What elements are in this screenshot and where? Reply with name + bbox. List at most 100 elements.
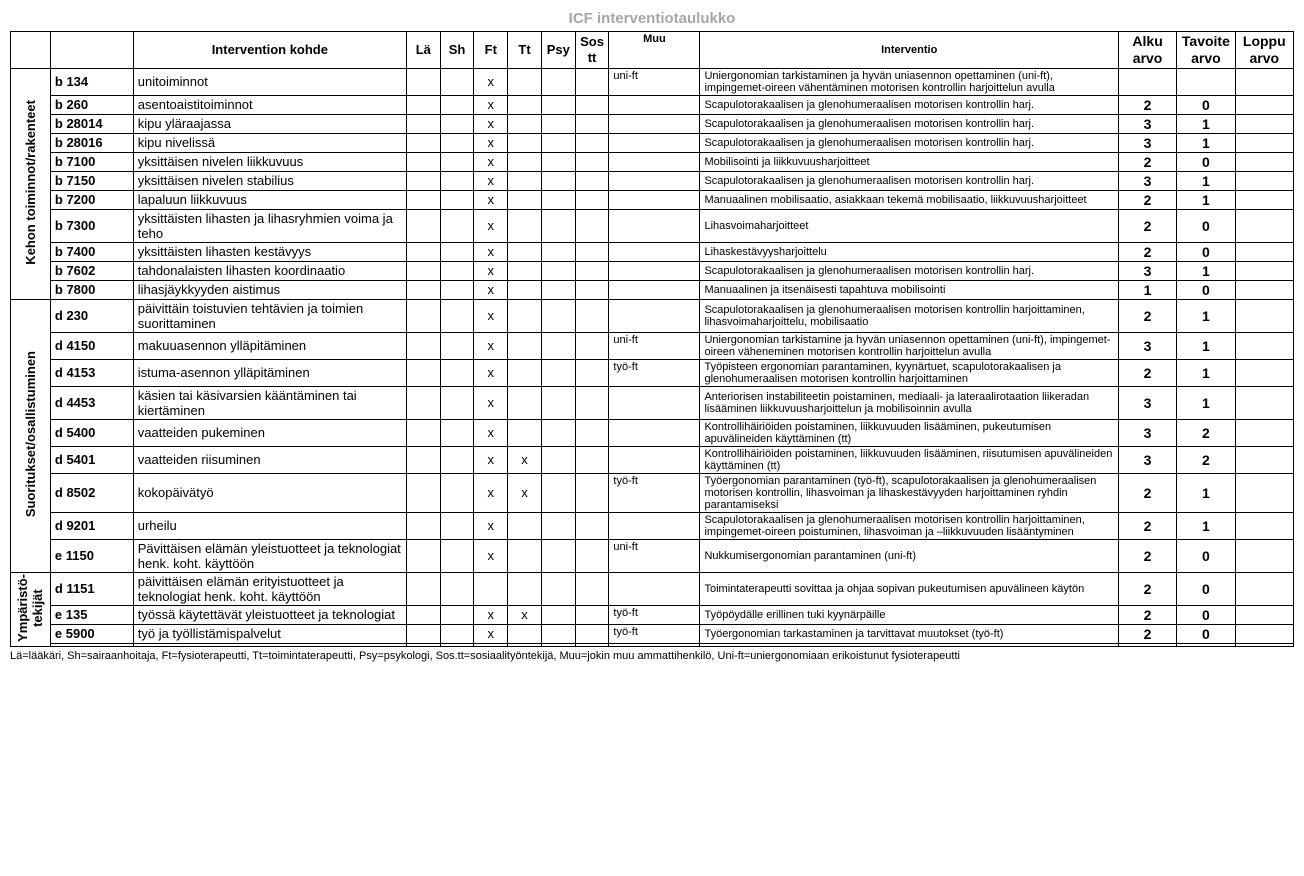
cell-psy [541, 190, 575, 209]
section-label: Ympäristö- tekijät [11, 572, 51, 646]
cell-tt [508, 419, 542, 446]
cell-psy [541, 332, 575, 359]
cell-tavoite: 0 [1177, 624, 1235, 643]
cell-sostt [575, 242, 609, 261]
cell-sh [440, 152, 474, 171]
cell-tavoite: 1 [1177, 114, 1235, 133]
cell-psy [541, 572, 575, 605]
cell-muu [609, 512, 700, 539]
cell-muu [609, 419, 700, 446]
cell-target: yksittäisen nivelen liikkuvuus [133, 152, 406, 171]
cell-tavoite: 1 [1177, 386, 1235, 419]
cell-muu: uni-ft [609, 68, 700, 95]
cell-muu: työ-ft [609, 359, 700, 386]
cell-muu [609, 133, 700, 152]
cell-sostt [575, 171, 609, 190]
cell-sostt [575, 605, 609, 624]
cell-target: työssä käytettävät yleistuotteet ja tekn… [133, 605, 406, 624]
table-row: Suoritukset/osallistuminend 230päivittäi… [11, 299, 1294, 332]
cell-alku: 3 [1118, 419, 1176, 446]
cell-muu [609, 386, 700, 419]
cell-target: yksittäisten lihasten kestävyys [133, 242, 406, 261]
cell-muu [609, 190, 700, 209]
table-row: d 4150makuuasennon ylläpitäminenxuni-ftU… [11, 332, 1294, 359]
cell-interventio: Nukkumisergonomian parantaminen (uni-ft) [700, 539, 1118, 572]
cell-muu [609, 280, 700, 299]
cell-psy [541, 512, 575, 539]
cell-tt [508, 152, 542, 171]
cell-psy [541, 209, 575, 242]
table-row: b 7800lihasjäykkyyden aistimusxManuaalin… [11, 280, 1294, 299]
cell-target: vaatteiden pukeminen [133, 419, 406, 446]
cell-loppu [1235, 624, 1293, 643]
footnote: Lä=lääkäri, Sh=sairaanhoitaja, Ft=fysiot… [10, 650, 1294, 662]
cell-alku: 2 [1118, 539, 1176, 572]
cell-interventio: Työergonomian tarkastaminen ja tarvittav… [700, 624, 1118, 643]
cell-tt [508, 572, 542, 605]
cell-la [406, 643, 440, 646]
cell-muu [609, 95, 700, 114]
cell-loppu [1235, 133, 1293, 152]
table-row: d 5400vaatteiden pukeminenxKontrollihäir… [11, 419, 1294, 446]
hdr-ft: Ft [474, 32, 508, 69]
cell-target: työ ja työllistämispalvelut [133, 624, 406, 643]
cell-loppu [1235, 332, 1293, 359]
cell-target: yksittäisen nivelen stabilius [133, 171, 406, 190]
cell-sostt [575, 261, 609, 280]
cell-la [406, 624, 440, 643]
cell-loppu [1235, 209, 1293, 242]
cell-psy [541, 446, 575, 473]
cell-code: b 7300 [50, 209, 133, 242]
cell-tt [508, 643, 542, 646]
cell-tavoite: 2 [1177, 419, 1235, 446]
cell-muu [609, 261, 700, 280]
cell-loppu [1235, 152, 1293, 171]
cell-interventio: Työpöydälle erillinen tuki kyynärpäille [700, 605, 1118, 624]
cell-muu: työ-ft [609, 624, 700, 643]
cell-sostt [575, 512, 609, 539]
cell-interventio: Lihaskestävyysharjoittelu [700, 242, 1118, 261]
cell-tavoite: 2 [1177, 446, 1235, 473]
cell-loppu [1235, 572, 1293, 605]
cell-sh [440, 299, 474, 332]
cell-interventio: Kontrollihäiriöiden poistaminen, liikkuv… [700, 419, 1118, 446]
cell-sh [440, 209, 474, 242]
cell-target: päivittäisen elämän erityistuotteet ja t… [133, 572, 406, 605]
cell-la [406, 133, 440, 152]
cell-code: b 7400 [50, 242, 133, 261]
cell-alku: 2 [1118, 95, 1176, 114]
cell-psy [541, 95, 575, 114]
cell-psy [541, 68, 575, 95]
cell-sh [440, 95, 474, 114]
cell-target: urheilu [133, 512, 406, 539]
cell-sh [440, 359, 474, 386]
cell-psy [541, 473, 575, 512]
cell-muu: työ-ft [609, 473, 700, 512]
cell-interventio: Scapulotorakaalisen ja glenohumeraalisen… [700, 261, 1118, 280]
cell-muu [609, 242, 700, 261]
cell-sostt [575, 190, 609, 209]
cell-alku: 3 [1118, 332, 1176, 359]
cell-tt [508, 114, 542, 133]
cell-muu: uni-ft [609, 332, 700, 359]
cell-code: e 135 [50, 605, 133, 624]
cell-sh [440, 473, 474, 512]
cell-la [406, 209, 440, 242]
cell-tavoite: 0 [1177, 539, 1235, 572]
cell-sh [440, 280, 474, 299]
cell-la [406, 68, 440, 95]
cell-ft: x [474, 419, 508, 446]
cell-tt [508, 171, 542, 190]
cell-la [406, 190, 440, 209]
cell-code: e 5900 [50, 624, 133, 643]
cell-sh [440, 605, 474, 624]
cell-target: tahdonalaisten lihasten koordinaatio [133, 261, 406, 280]
table-row: d 4453käsien tai käsivarsien kääntäminen… [11, 386, 1294, 419]
cell-interventio: Manuaalinen mobilisaatio, asiakkaan teke… [700, 190, 1118, 209]
cell-psy [541, 242, 575, 261]
section-label: Kehon toiminnot/rakenteet [11, 68, 51, 299]
cell-target [133, 643, 406, 646]
cell-code: e 1150 [50, 539, 133, 572]
cell-psy [541, 539, 575, 572]
cell-la [406, 152, 440, 171]
